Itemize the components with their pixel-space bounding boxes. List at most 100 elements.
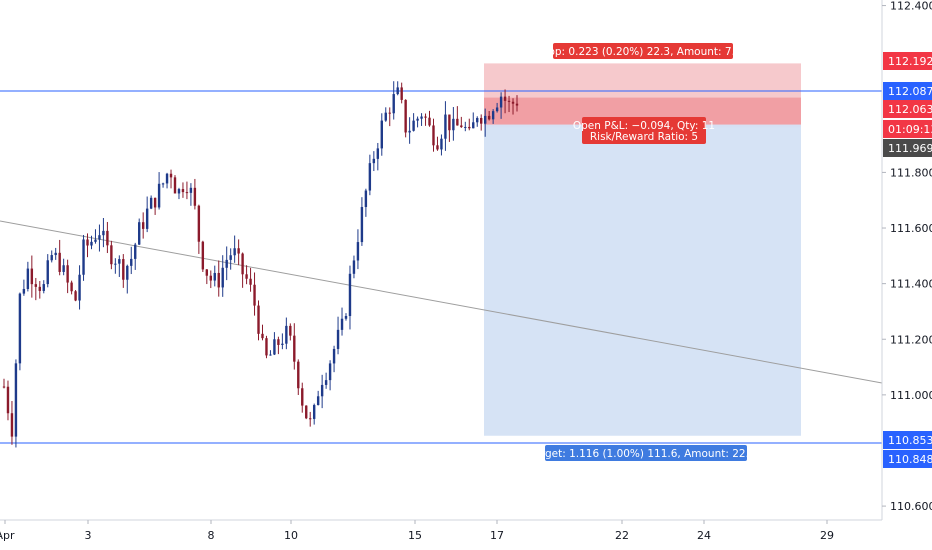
candle-body [480,117,483,124]
candle-body [126,265,129,280]
candle-body [320,384,324,397]
price-tag-label: 01:09:13 [888,123,932,136]
candle-body [130,258,133,266]
price-tag[interactable] [883,100,932,118]
candle-body [372,158,376,164]
candle-body [54,252,57,256]
candle-body [18,293,22,364]
candle-body [134,244,137,259]
candle-body [511,101,515,104]
candle-body [90,241,93,246]
candle-body [281,343,284,345]
y-tick-label: 111.200 [890,333,932,346]
candle-body [233,248,236,256]
candle-body [380,120,383,149]
candle-body [189,187,193,193]
stop-label: Stop: 0.223 (0.20%) 22.3, Amount: 7.55 [538,46,749,58]
candle-body [157,183,161,208]
price-tag[interactable] [883,120,932,138]
price-tag-label: 111.969 [888,142,932,155]
candle-body [30,268,34,285]
candle-body [464,126,467,128]
candle-body [360,207,364,243]
price-tag[interactable] [883,431,932,449]
candle-body [495,107,499,112]
candle-body [468,126,471,129]
candle-body [110,245,113,265]
candle-body [241,253,244,275]
candle-body [58,252,61,272]
candle-body [440,138,443,150]
x-tick-label: 10 [284,529,298,542]
candle-body [161,183,165,185]
candle-body [273,339,276,355]
candle-body [352,260,356,274]
candle-body [201,241,205,270]
x-tick-label: 15 [408,529,422,542]
candle-body [177,189,181,194]
candle-body [209,275,212,281]
candle-body [460,125,463,128]
target-label: Target: 1.116 (1.00%) 111.6, Amount: 22.… [529,448,763,460]
candle-body [388,112,391,114]
candle-body [169,173,173,178]
candle-body [444,114,447,139]
candle-body [86,239,89,246]
candle-body [305,405,308,419]
price-tag[interactable] [883,450,932,468]
price-tag[interactable] [883,82,932,100]
target-zone[interactable] [484,124,801,436]
candle-body [452,118,455,131]
candle-body [165,173,169,184]
candle-body [122,259,125,280]
y-tick-label: 111.000 [890,389,932,402]
candle-body [515,103,519,106]
candle-body [277,339,280,345]
y-tick-label: 111.400 [890,278,932,291]
x-tick-label: 24 [697,529,711,542]
candle-body [428,117,431,126]
candle-body [34,284,38,287]
candle-body [324,380,328,385]
candle-body [376,148,380,159]
candle-body [392,94,395,114]
candle-body [356,242,360,261]
y-tick-label: 112.400 [890,0,932,13]
candle-body [396,87,399,95]
stop-label-box [553,43,733,59]
trend-line[interactable] [0,220,883,384]
x-tick-label: Apr [0,529,15,542]
candle-body [26,268,30,289]
candle-body [114,263,117,265]
candle-body [384,112,387,121]
price-tag[interactable] [883,52,932,70]
y-tick-label: 111.600 [890,222,932,235]
x-tick-label: 8 [208,529,215,542]
price-tag[interactable] [883,139,932,157]
price-tag-label: 110.848 [888,453,932,466]
candle-body [141,222,145,229]
candle-body [213,272,216,281]
candle-body [225,259,228,268]
candle-body [153,197,157,208]
candle-body [78,274,81,301]
x-tick-label: 17 [490,529,504,542]
candle-body [408,130,411,133]
candle-body [185,192,189,194]
candle-body [237,248,240,254]
candle-body [249,278,252,285]
candle-body [503,96,507,101]
candle-body [205,269,209,276]
x-tick-label: 22 [615,529,629,542]
candle-body [193,187,197,206]
candle-body [456,118,459,126]
candle-body [217,272,220,288]
candle-body [420,116,423,119]
pnl-label: Open P&L: −0.094, Qty: 11 [573,120,715,132]
y-tick-label: 110.600 [890,500,932,513]
candle-body [297,361,300,389]
candle-body [491,111,495,120]
candle-body [424,116,427,118]
x-tick-label: 29 [820,529,834,542]
